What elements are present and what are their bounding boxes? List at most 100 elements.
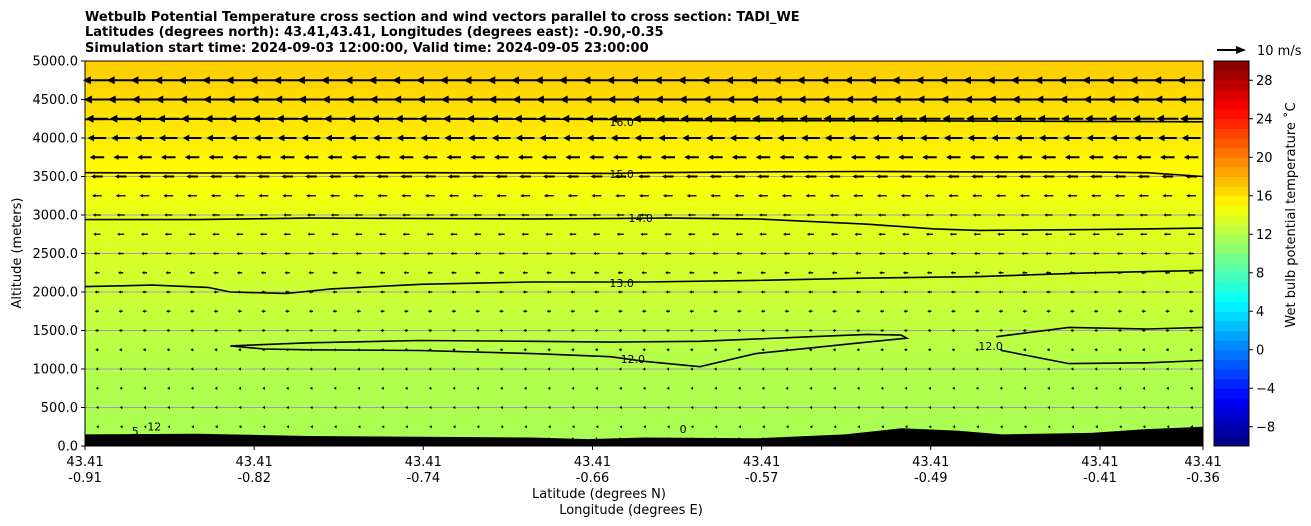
wind-vector [85,114,109,123]
wind-vector [918,114,941,123]
wind-vector [878,251,885,256]
wind-vector [569,232,577,236]
wind-vector [119,348,123,352]
wind-vector [213,290,219,294]
wind-vector [976,425,979,429]
wind-vector [303,154,319,160]
wind-vector [975,386,979,390]
wind-vector [591,193,602,198]
wind-vector [658,134,678,142]
wind-vector [999,386,1003,390]
wind-vector [279,154,295,160]
wind-vector [952,425,956,429]
wind-vector [987,95,1014,104]
wind-vector [737,348,741,352]
wind-vector [1044,232,1052,236]
colorbar-segment [1214,166,1249,177]
wind-vector [615,193,626,198]
wind-vector [1094,348,1098,352]
wind-vector [1022,290,1027,294]
wind-vector [1039,134,1058,142]
wind-vector [685,174,698,179]
wind-vector [690,405,694,410]
wind-vector [237,290,242,294]
colorbar-segment [1214,397,1249,408]
colorbar-segment [1214,311,1249,322]
wind-vector [761,386,765,390]
wind-vector [425,213,434,217]
wind-vector [856,309,861,313]
wind-vector [972,193,982,198]
wind-vector [926,251,933,256]
wind-vector [823,114,846,123]
wind-vector [422,154,438,160]
wind-vector [522,251,529,256]
wind-vector [95,328,99,333]
colorbar-segment [1214,138,1249,149]
wind-vector [828,174,841,179]
wind-vector [639,213,649,217]
wind-vector [975,367,979,371]
wind-vector [880,367,884,371]
wind-vector [571,405,575,410]
wind-vector [857,425,860,429]
wind-vector [1047,425,1051,429]
wind-vector [632,114,656,123]
wind-vector [729,134,749,142]
wind-vector [923,174,936,179]
wind-vector [188,232,196,236]
wind-vector [187,193,197,198]
y-tick-label: 500.0 [41,401,78,416]
wind-vector [905,425,908,429]
wind-vector [471,174,484,179]
wind-vector [881,425,884,429]
wind-vector [254,134,273,142]
wind-vector [896,134,916,142]
wind-vector [488,95,515,104]
wind-vector [901,213,910,217]
wind-vector [427,309,432,313]
wind-vector [428,386,432,390]
wind-vector [541,154,557,160]
wind-vector [680,114,703,123]
wind-vector [782,213,791,217]
wind-vector [760,309,766,313]
wind-vector [1114,193,1125,198]
wind-vector [809,425,813,429]
wind-vector [565,154,580,160]
wind-vector [118,309,123,313]
colorbar-tick-label: 28 [1256,74,1273,89]
contour-line [84,269,1204,295]
wind-vector [924,193,935,198]
wind-vector [1069,251,1076,256]
wind-vector [761,367,765,371]
colorbar-frame [1213,60,1250,447]
wind-vector [880,405,884,410]
wind-vector [427,271,433,275]
wind-vector [1020,213,1029,217]
wind-vector [228,114,251,123]
wind-vector [512,95,539,104]
colorbar-tick-label: 20 [1256,151,1273,166]
wind-vector [854,213,863,217]
wind-vector [583,95,610,104]
wind-vector [133,114,156,123]
wind-vector [310,405,313,410]
wind-vector [393,95,420,104]
wind-vector [210,193,221,198]
wind-vector [139,193,150,198]
wind-vector [404,367,408,371]
wind-vector [118,271,124,275]
wind-vector [999,405,1003,410]
wind-vector [1022,328,1027,333]
wind-vector [995,193,1006,198]
colorbar-tick-label: −4 [1256,382,1275,397]
wind-vector [474,251,481,256]
wind-vector [328,174,341,179]
wind-vector [451,290,457,294]
quiver-key: 10 m/s [1217,44,1302,59]
colorbar-segment [1214,243,1249,254]
wind-vector [902,251,909,256]
wind-vector [474,271,481,275]
wind-vector [757,193,768,198]
